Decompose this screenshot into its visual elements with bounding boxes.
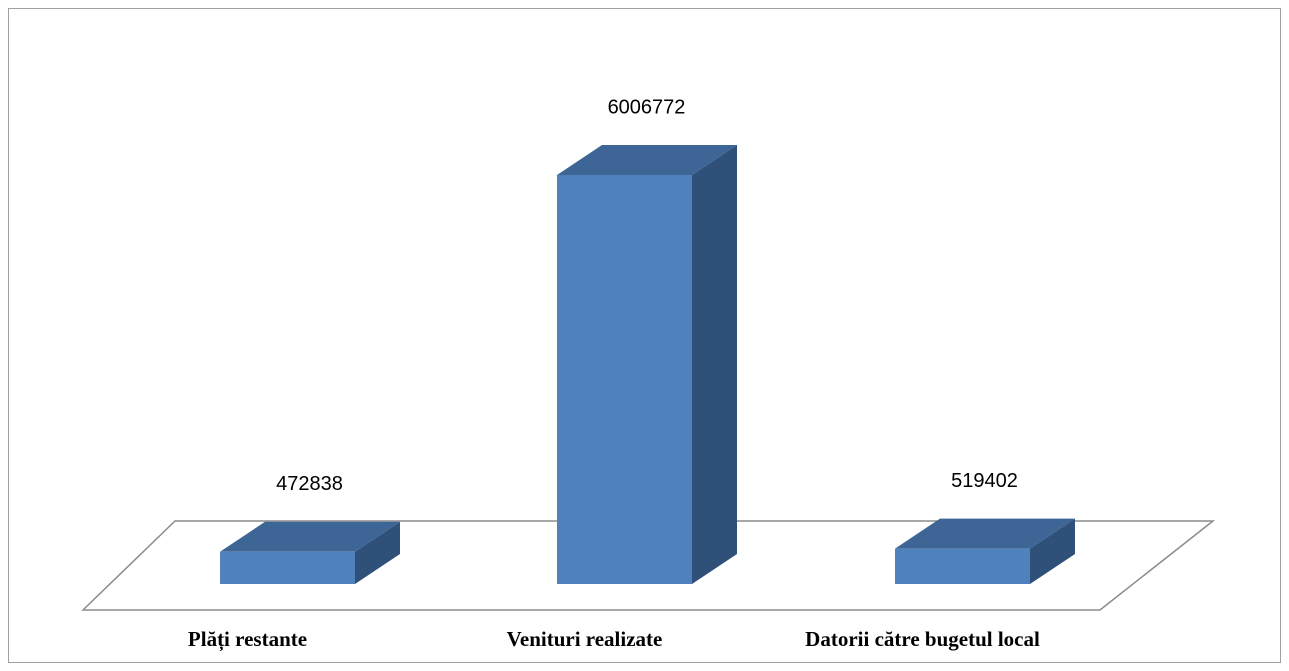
bar-top	[220, 521, 400, 552]
bar-side	[1030, 518, 1075, 584]
bar-top	[895, 518, 1075, 549]
x-tick-label: Venituri realizate	[507, 627, 663, 651]
bar	[895, 548, 1030, 584]
x-tick-label: Plăți restante	[188, 627, 307, 652]
bar-side	[355, 521, 400, 584]
bar	[220, 551, 355, 584]
value-label: 6006772	[608, 96, 686, 118]
value-label: 519402	[951, 470, 1018, 492]
value-label: 472838	[276, 473, 343, 495]
x-tick-label: Datorii către bugetul local	[805, 627, 1040, 651]
bar	[557, 175, 692, 584]
bar-top	[557, 145, 737, 175]
bar-side	[692, 145, 737, 584]
